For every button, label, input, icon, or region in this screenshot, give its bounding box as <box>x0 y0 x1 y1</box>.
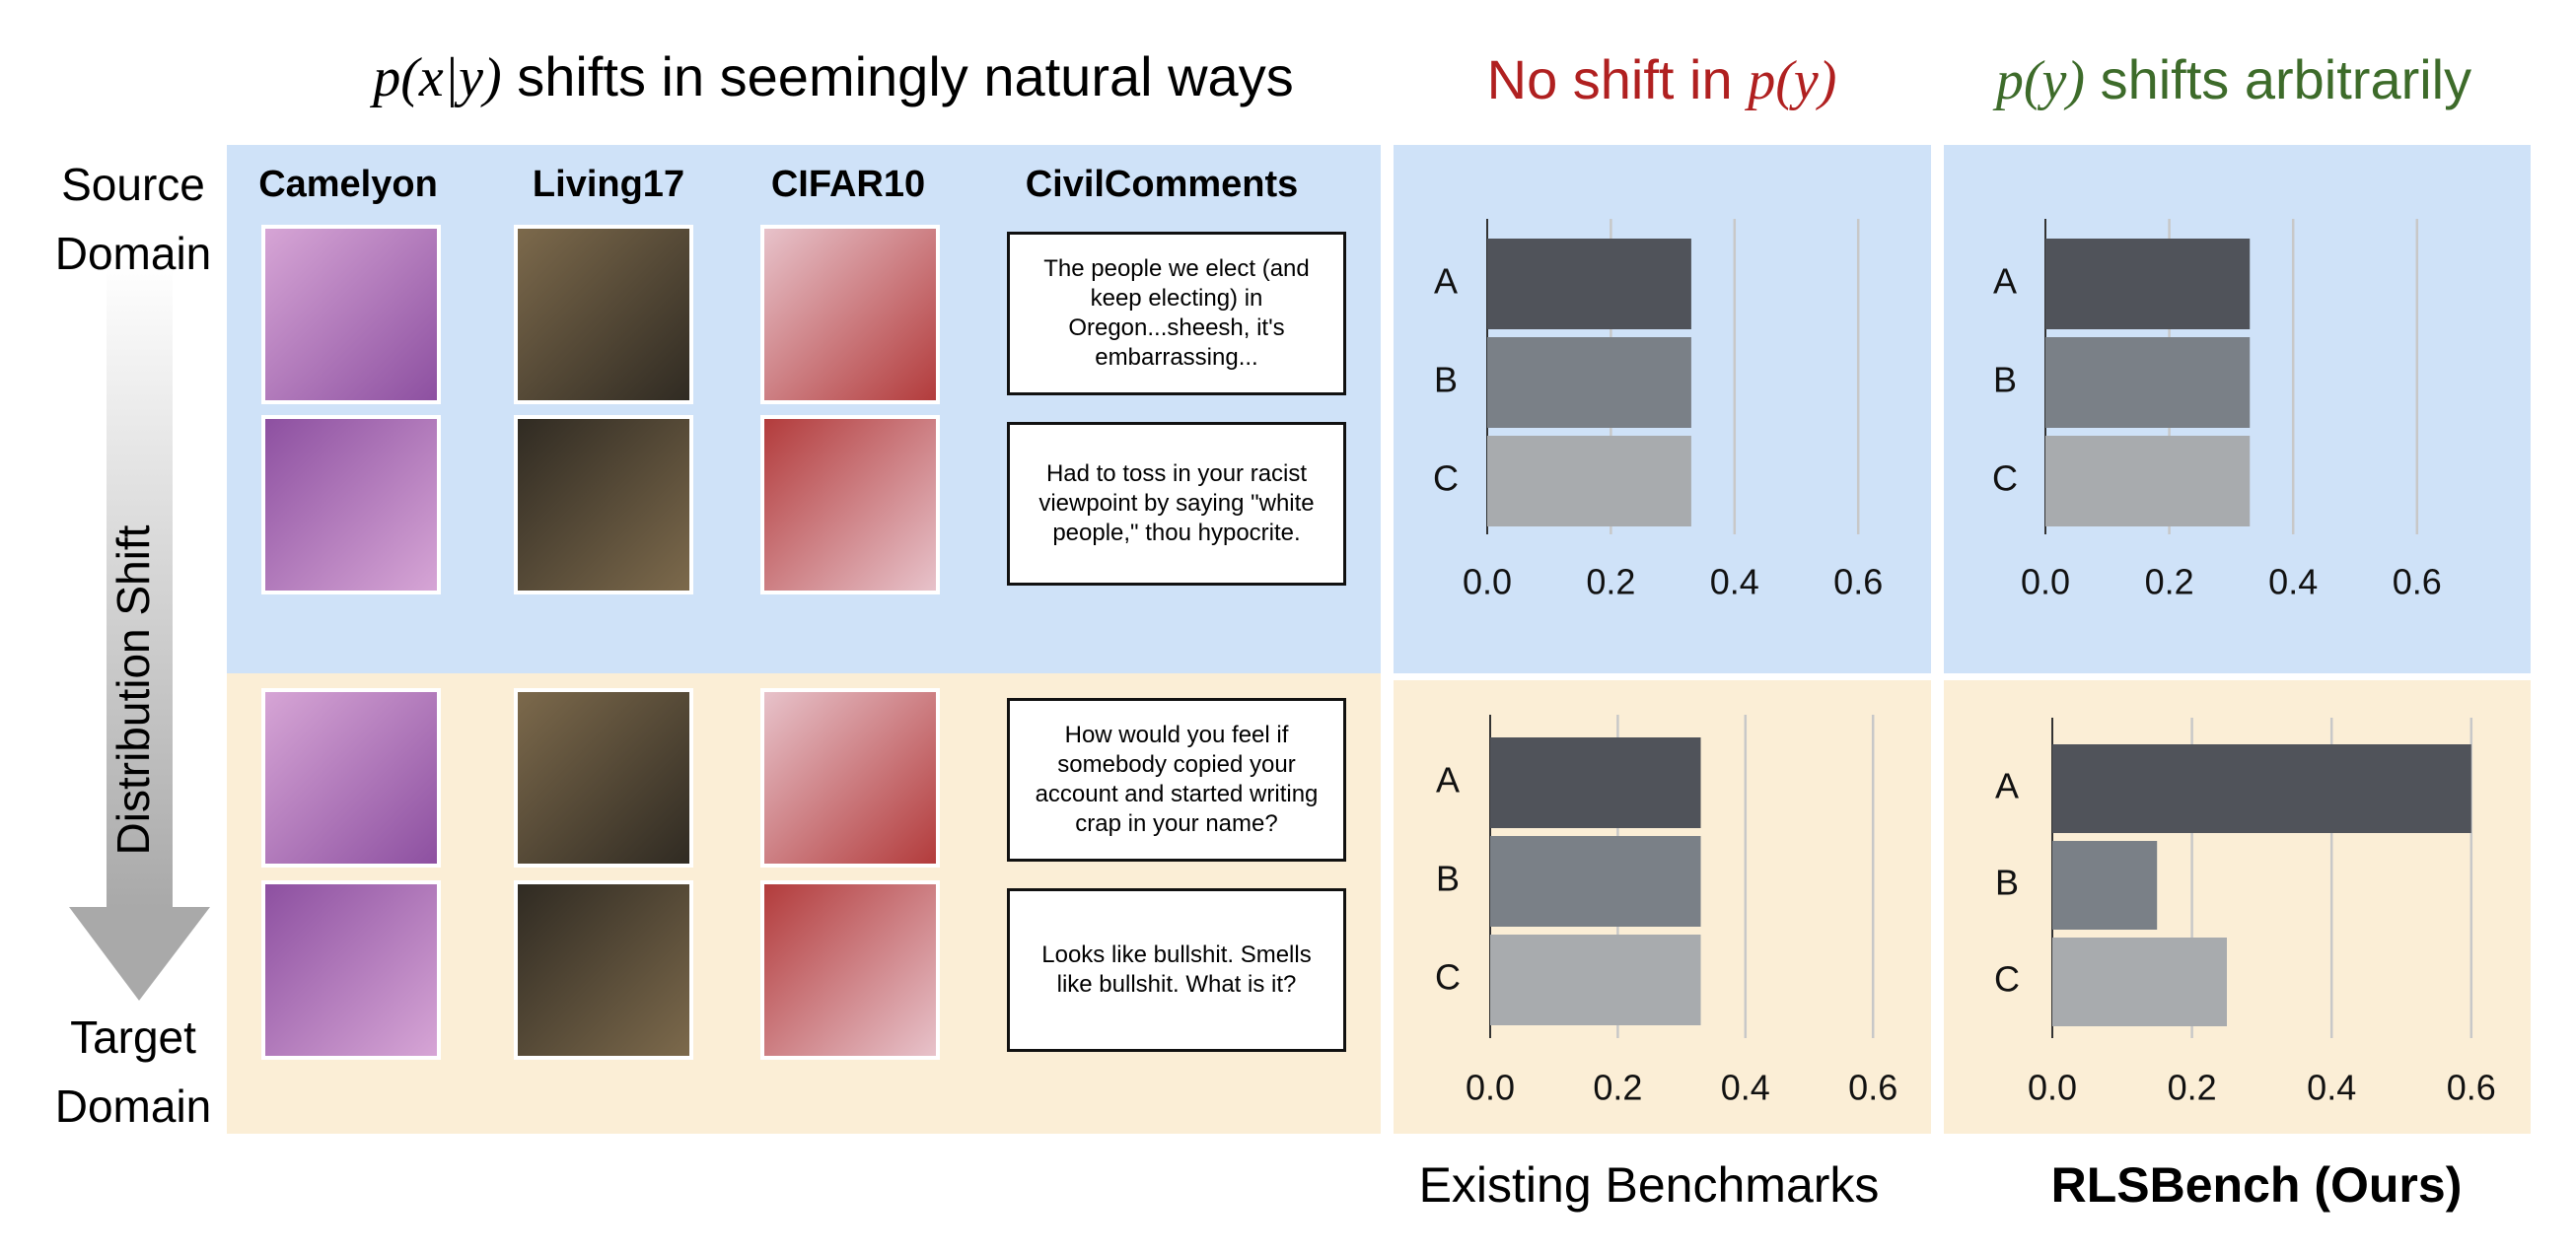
text: shifts in seemingly natural ways <box>517 45 1294 107</box>
category-label: B <box>1436 859 1460 899</box>
x-tick-label: 0.0 <box>1463 562 1512 602</box>
x-tick-label: 0.2 <box>2168 1068 2217 1108</box>
bar <box>1487 337 1691 428</box>
bar <box>1490 737 1701 828</box>
bar <box>1490 935 1701 1025</box>
bar <box>2052 744 2471 833</box>
category-label: A <box>1995 766 2019 806</box>
bar <box>1490 836 1701 927</box>
image <box>760 880 940 1060</box>
x-tick-label: 0.0 <box>1466 1068 1515 1108</box>
bar <box>2045 239 2251 329</box>
bar <box>2052 841 2158 930</box>
math: p(x|y) <box>373 47 502 108</box>
column-header: Camelyon <box>258 164 438 205</box>
category-label: B <box>1434 360 1458 400</box>
image <box>261 688 441 868</box>
category-label: A <box>1436 760 1460 801</box>
image-grid <box>261 225 940 1060</box>
image <box>514 880 693 1060</box>
header-right: p(y) shifts arbitrarily <box>1933 47 2535 112</box>
x-tick-label: 0.2 <box>1586 562 1635 602</box>
comment-box: Looks like bullshit. Smells like bullshi… <box>1007 888 1346 1052</box>
image <box>261 880 441 1060</box>
category-label: B <box>1993 360 2017 400</box>
column-header: Living17 <box>532 164 685 205</box>
x-tick-label: 0.6 <box>1833 562 1883 602</box>
bar <box>2045 337 2251 428</box>
x-tick-label: 0.4 <box>1721 1068 1770 1108</box>
x-tick-label: 0.4 <box>2268 562 2318 602</box>
x-tick-label: 0.6 <box>2447 1068 2496 1108</box>
footer-existing: Existing Benchmarks <box>1418 1157 1880 1213</box>
math: p(y) <box>1748 50 1837 111</box>
image <box>514 415 693 594</box>
x-tick-label: 0.2 <box>1593 1068 1642 1108</box>
category-label: B <box>1995 863 2019 903</box>
comment-box: How would you feel if somebody copied yo… <box>1007 698 1346 862</box>
column-header: CivilComments <box>1025 164 1299 205</box>
arrow-head <box>69 907 210 1001</box>
bar <box>1487 239 1691 329</box>
image <box>514 225 693 404</box>
source-label: Source Domain <box>54 159 212 279</box>
header-mid: No shift in p(y) <box>1381 47 1943 112</box>
category-label: C <box>1994 959 2020 1000</box>
x-tick-label: 0.6 <box>1848 1068 1897 1108</box>
image <box>760 688 940 868</box>
image <box>514 688 693 868</box>
x-tick-label: 0.0 <box>2028 1068 2077 1108</box>
category-label: C <box>1433 458 1459 499</box>
image <box>261 225 441 404</box>
bar <box>2052 938 2227 1026</box>
math: p(y) <box>1995 50 2086 111</box>
bar <box>1487 436 1691 526</box>
x-tick-label: 0.6 <box>2393 562 2442 602</box>
bar <box>2045 436 2251 526</box>
header-left: p(x|y) shifts in seemingly natural ways <box>296 44 1371 109</box>
image <box>261 415 441 594</box>
footer-ours: RLSBench (Ours) <box>2050 1157 2463 1213</box>
x-tick-label: 0.2 <box>2145 562 2194 602</box>
text: No shift in <box>1486 48 1733 110</box>
category-label: A <box>1993 261 2017 302</box>
shift-label: Distribution Shift <box>107 524 159 856</box>
category-label: C <box>1435 957 1461 998</box>
text: shifts arbitrarily <box>2100 48 2472 110</box>
comment-box: Had to toss in your racist viewpoint by … <box>1007 422 1346 586</box>
x-tick-label: 0.4 <box>1710 562 1759 602</box>
image <box>760 225 940 404</box>
arrow-shaft <box>107 263 173 907</box>
comment-box: The people we elect (and keep electing) … <box>1007 232 1346 395</box>
x-tick-label: 0.4 <box>2307 1068 2356 1108</box>
image <box>760 415 940 594</box>
target-label: Target Domain <box>54 1011 212 1132</box>
x-tick-label: 0.0 <box>2021 562 2070 602</box>
category-label: A <box>1434 261 1458 302</box>
column-header: CIFAR10 <box>770 164 926 205</box>
category-label: C <box>1992 458 2018 499</box>
